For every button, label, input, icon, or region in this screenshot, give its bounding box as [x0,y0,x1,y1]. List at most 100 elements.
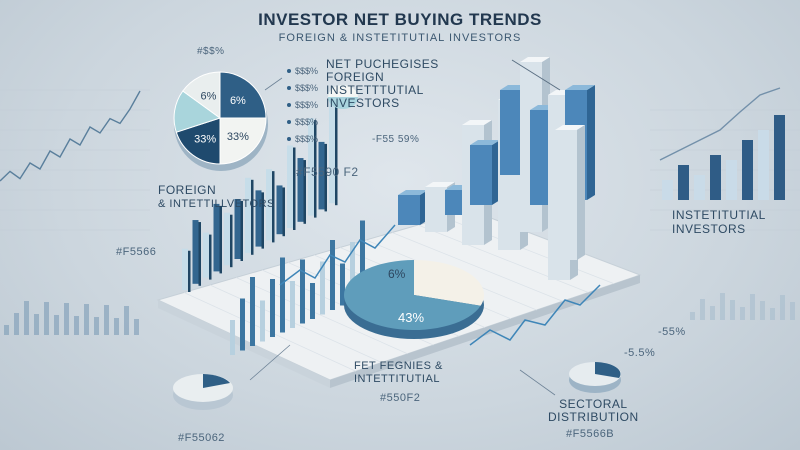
bg-bar-left [44,302,49,335]
pie-1-slice-label-1: 33% [227,131,249,143]
disc-small-top-half [328,85,358,97]
tall-bar-top [565,85,595,90]
sectoral-line-2: DISTRIBUTION [548,410,639,424]
legend-swatch [287,69,291,73]
bg-bar-right-bottom [730,300,735,320]
foreground-bar [276,185,283,235]
legend-swatch [287,120,291,124]
foreground-bar-side [251,179,254,255]
foreground-bar [234,199,241,259]
net-purchases-line-3: INSTETTTUTIAL [326,83,424,97]
legend-item: $$$% [287,81,318,95]
foreground-bar-side [261,192,264,249]
bg-bar-right-bottom [740,307,745,320]
front-row-bar [250,277,255,346]
foreign-investors-label: FOREIGN & INTETTILLVETORS [158,183,275,211]
legend-text: $$$% [295,134,319,144]
foreground-bar [192,220,199,284]
foreground-bar-side [219,205,222,274]
bg-bar-right [742,140,753,200]
bg-bar-right-bottom [720,293,725,320]
bg-bar-right-bottom [760,301,765,320]
bg-bar-right-bottom [770,308,775,320]
bg-bar-left [94,317,99,335]
code-top-label: #F5590 F2 [296,165,359,179]
foreground-bar [266,169,272,241]
platform-grid-line [183,292,356,372]
chart-title: INVESTOR NET BUYING TRENDS [258,10,542,29]
pie-2-label-0: 6% [388,267,406,281]
foreground-bar-side [314,120,317,218]
callout-line-bottom [249,344,291,381]
foreground-bar [287,145,293,228]
tall-bar-front [555,130,577,260]
tall-bar-top [520,57,550,62]
foreground-bar-side [198,222,201,286]
institutional-investors-label: INSTETITUTIAL INVESTORS [672,208,766,236]
platform-wave-line [279,224,396,286]
legend-swatch [287,103,291,107]
pct-right-2-label: -5.5% [624,347,656,359]
legend-text: $$$% [295,100,319,110]
bg-bar-right [678,165,689,200]
bg-bar-right-bottom [750,294,755,320]
tall-bar-front [445,190,467,215]
foreign-line-2: & INTETTILLVETORS [158,198,275,210]
tall-bar-top [462,120,492,125]
callout-line-left [264,77,283,91]
foreground-bar [203,232,209,278]
foreground-bar [245,177,251,253]
bg-bar-left [124,306,129,335]
bg-bar-left [74,316,79,335]
pct-mid-label: -F55 59% [372,134,420,145]
net-purchases-label: NET PUCHEGISES FOREIGN INSTETTTUTIAL INV… [326,58,439,110]
foreground-bar [255,190,262,247]
bg-bar-right-bottom [780,295,785,320]
foreground-bar-side [230,214,233,268]
bg-bar-right [726,160,737,200]
foreground-bar-side [282,187,285,237]
bg-bar-left [64,303,69,335]
tall-bar-top [555,125,585,130]
bg-bar-left [114,318,119,335]
foreground-bar [224,212,230,266]
foreground-bar-side [324,143,327,212]
code-left-label: #F5566 [116,246,157,258]
bg-bar-right-bottom [790,302,795,320]
institutional-line-1: INSTETITUTIAL [672,208,766,222]
bg-bar-left [54,315,59,335]
tall-bar-top [425,182,455,187]
pie-2-label-1: 43% [398,310,424,325]
legend-swatch [287,137,291,141]
fet-line-1: FET FEGNIES & [354,360,443,372]
foreground-bar [182,248,188,290]
legend-text: $$$% [295,83,319,93]
front-row-bar [290,281,295,328]
platform-wave-line-right [469,284,601,346]
left-trend-line [0,90,141,182]
bg-bar-right [694,175,705,200]
bg-bar-right [662,180,673,200]
foreground-bar [318,141,325,210]
foreground-bar-side [240,201,243,261]
code-bottom-right-label: #F5566B [566,428,615,440]
pie-1-slice-label-0: 6% [230,95,246,107]
foreign-line-1: FOREIGN [158,183,217,197]
pie-2-group [344,260,485,330]
legend-heading: #$$% [197,46,225,57]
legend-item: $$$% [287,115,318,129]
legend-item: $$$% [287,98,318,112]
front-row-bar [280,257,285,333]
platform-grid-line [417,224,589,293]
platform-grid-line [209,284,382,363]
foreground-bar-side [272,171,275,243]
front-row-bar [350,242,355,301]
net-purchases-line-1: NET PUCHEGISES [326,57,439,71]
net-purchases-line-4: INVESTORS [326,96,400,110]
foreground-bar [329,90,335,204]
bg-bar-right-bottom [710,306,715,320]
foreground-bar-side [209,234,212,280]
bg-bar-left [24,301,29,335]
